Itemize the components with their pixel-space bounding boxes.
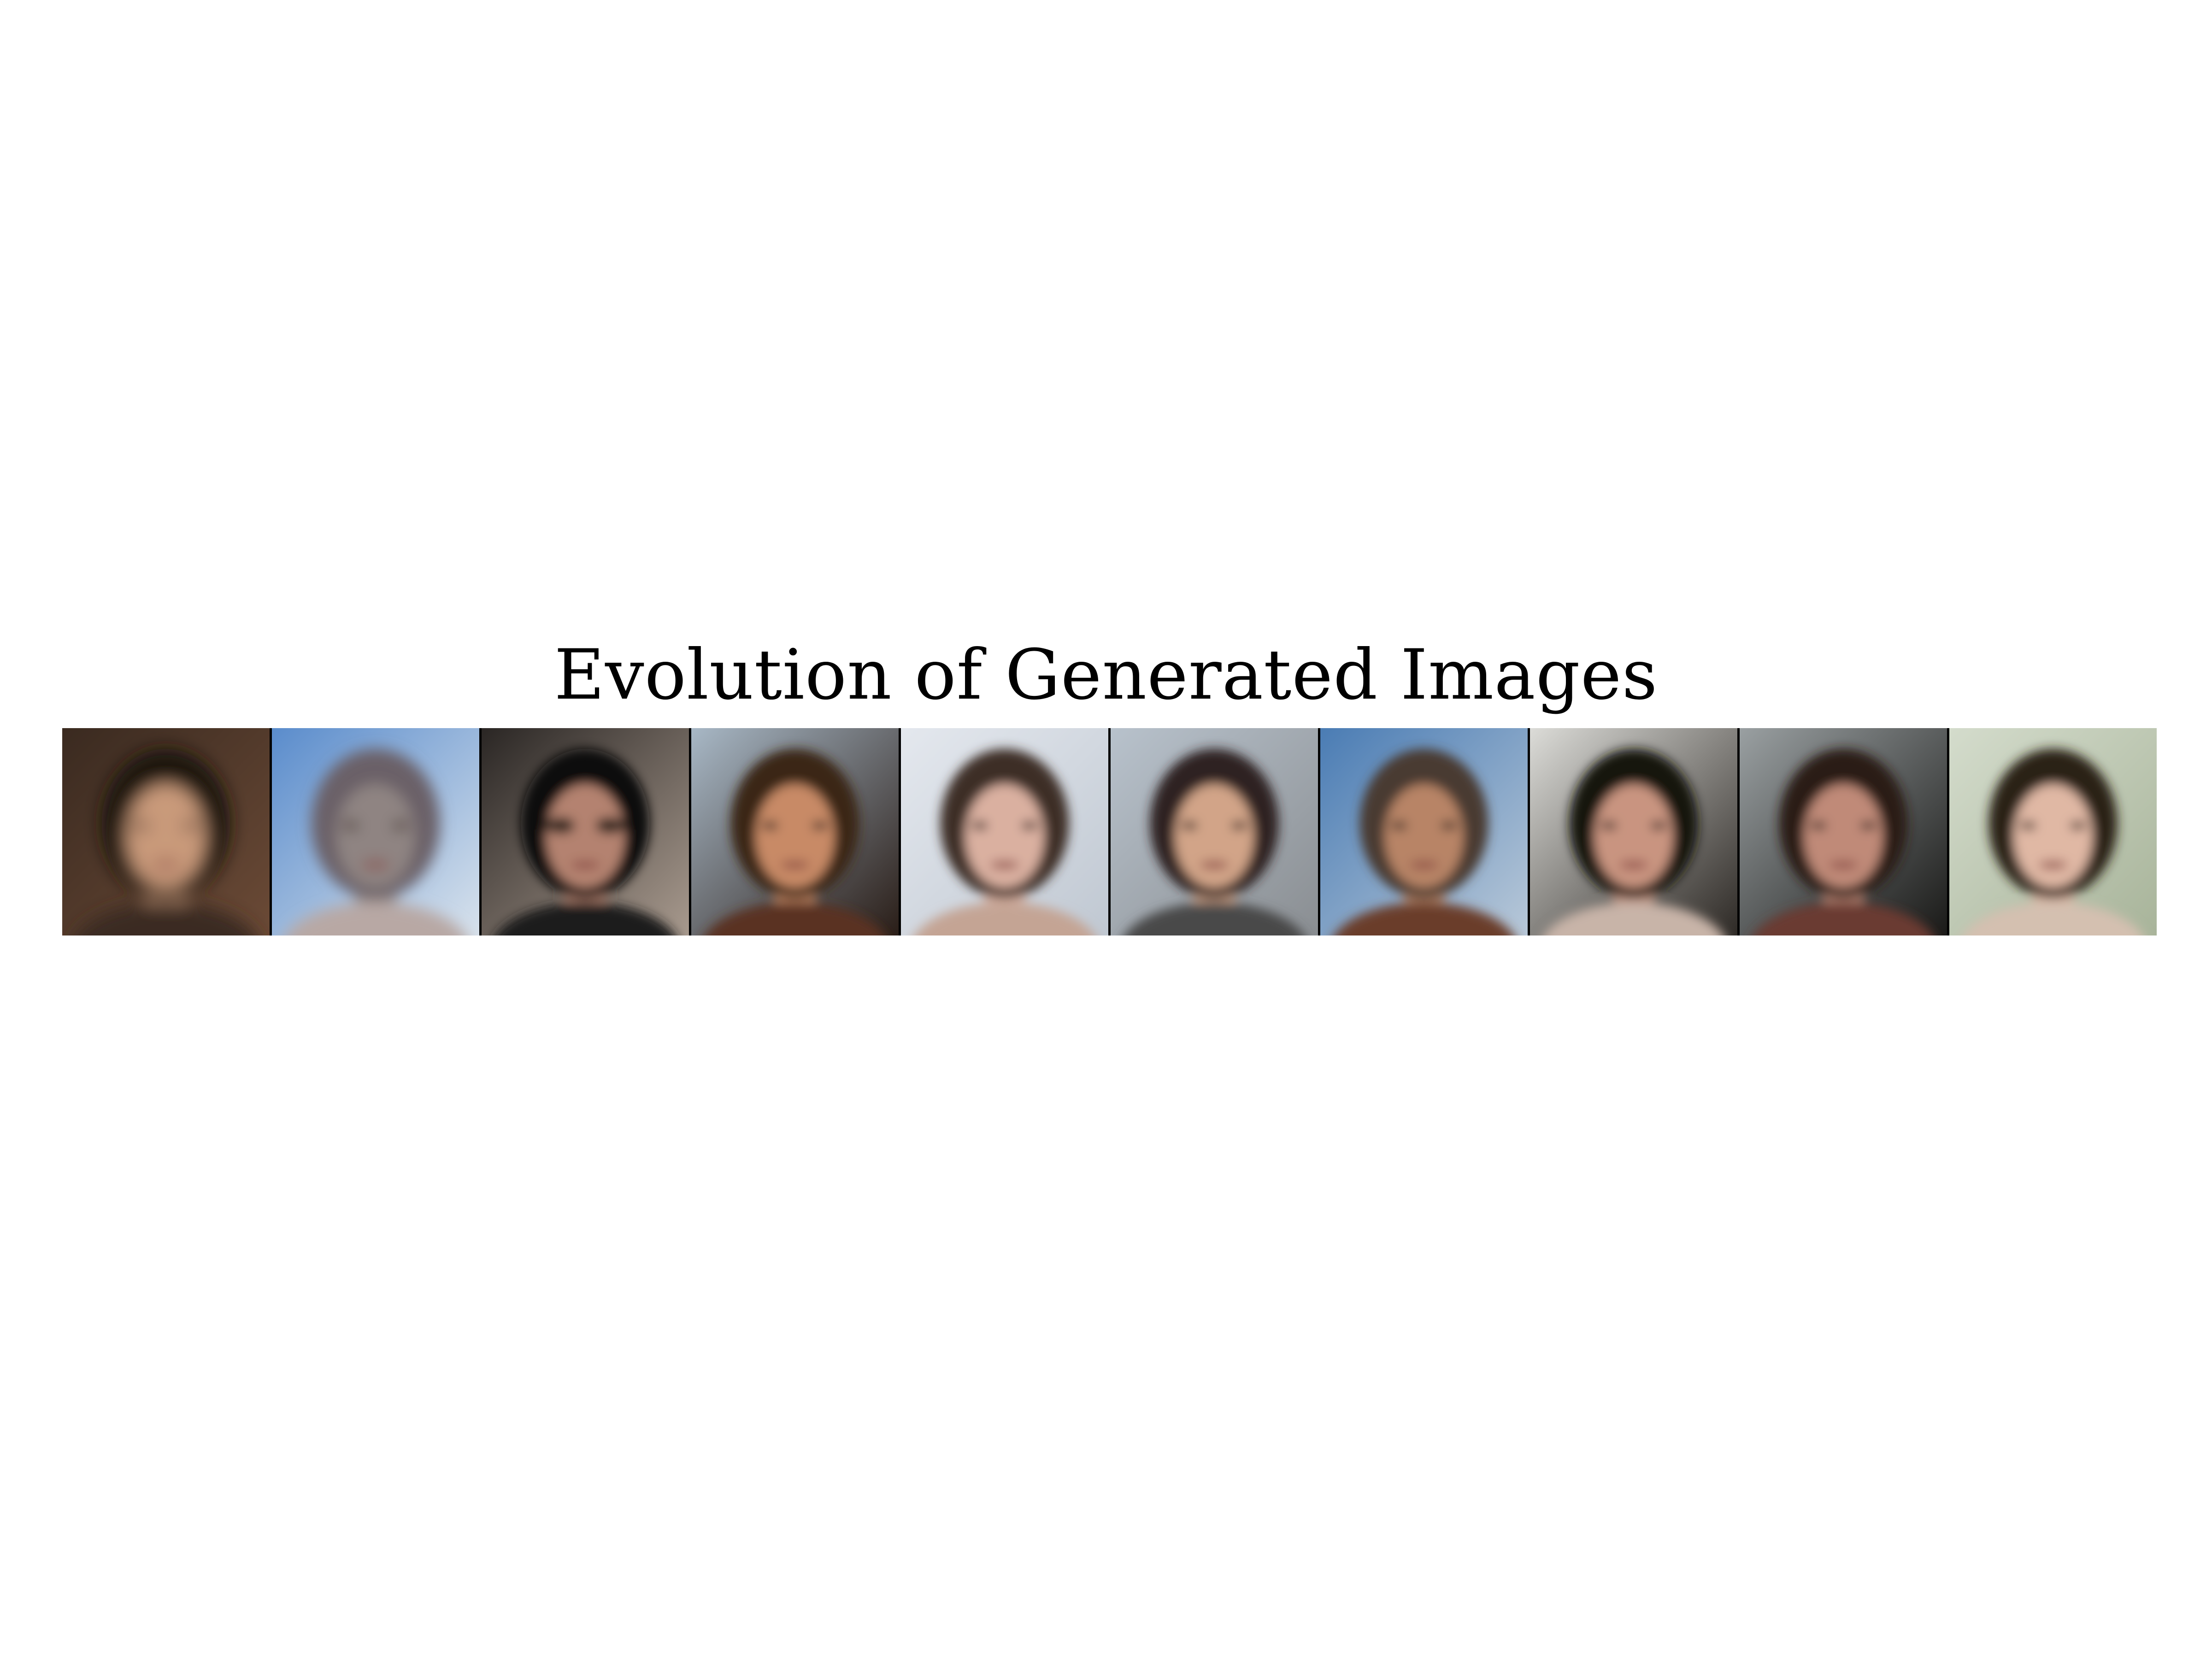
generated-face-5 [901,728,1108,935]
image-strip [62,728,2157,935]
generated-face-6 [1111,728,1318,935]
generated-face-1 [62,728,270,935]
generated-face-8 [1530,728,1737,935]
generated-face-9 [1740,728,1947,935]
generated-face-7 [1320,728,1528,935]
generated-face-2 [272,728,479,935]
generated-face-4 [691,728,899,935]
generated-face-3 [482,728,689,935]
generated-face-10 [1949,728,2157,935]
figure-title: Evolution of Generated Images [554,635,1658,715]
